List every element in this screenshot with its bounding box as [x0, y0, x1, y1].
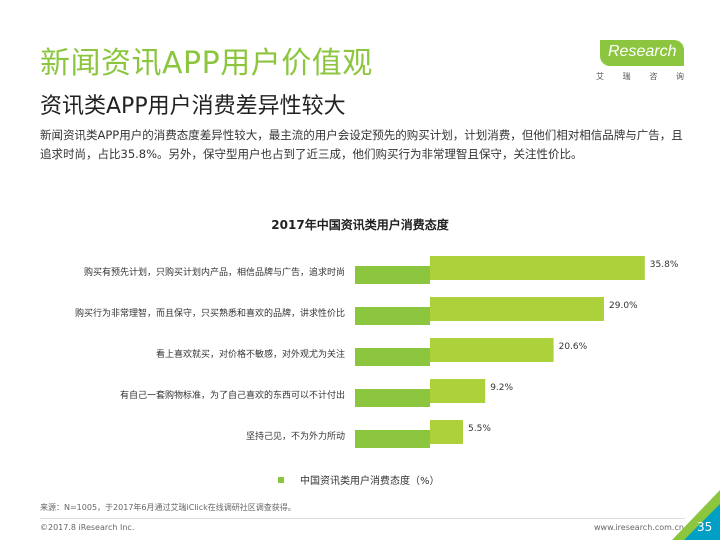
- legend-label: 中国资讯类用户消费态度（%）: [300, 476, 440, 487]
- logo-sub-char: 咨: [649, 72, 658, 81]
- bar: [430, 379, 486, 403]
- bar-shadow: [355, 307, 430, 325]
- data-label: 35.8%: [650, 260, 679, 270]
- website-link: www.iresearch.com.cn: [594, 523, 684, 532]
- iresearch-logo: Research i 艾 瑞 咨 询: [592, 40, 684, 82]
- corner-triangle: [672, 490, 720, 540]
- data-label: 29.0%: [609, 301, 638, 311]
- bar-shadow: [355, 266, 430, 284]
- category-label: 购买行为非常理智，而且保守，只买熟悉和喜欢的品牌，讲求性价比: [75, 307, 345, 319]
- data-label: 20.6%: [559, 342, 588, 352]
- bar: [430, 256, 645, 280]
- bar-shadow: [355, 389, 430, 407]
- category-label: 坚持己见，不为外力所动: [246, 430, 345, 442]
- bar: [430, 338, 554, 362]
- logo-badge: Research: [600, 40, 684, 66]
- logo-sub-char: 艾: [596, 72, 604, 81]
- data-label: 9.2%: [490, 383, 513, 393]
- chart-legend: 中国资讯类用户消费态度（%）: [278, 472, 440, 487]
- bar: [430, 420, 463, 444]
- page-subtitle: 资讯类APP用户消费差异性较大: [40, 94, 346, 119]
- logo-i: i: [592, 44, 597, 61]
- logo-sub-char: 瑞: [622, 72, 631, 81]
- category-label: 有自己一套购物标准，为了自己喜欢的东西可以不计付出: [120, 389, 345, 401]
- bar-shadow: [355, 430, 430, 448]
- category-label: 购买有预先计划，只购买计划内产品，相信品牌与广告，追求时尚: [84, 266, 345, 278]
- legend-swatch: [278, 476, 284, 483]
- category-label: 看上喜欢就买，对价格不敏感，对外观尤为关注: [156, 348, 345, 360]
- logo-subtitle: 艾 瑞 咨 询: [596, 71, 684, 82]
- page-description: 新闻资讯类APP用户的消费态度差异性较大，最主流的用户会设定预先的购买计划，计划…: [40, 128, 683, 161]
- logo-text: Research: [608, 43, 677, 60]
- bar-shadow: [355, 348, 430, 366]
- logo-sub-char: 询: [675, 72, 684, 81]
- bar: [430, 297, 604, 321]
- bar-chart: 购买有预先计划，只购买计划内产品，相信品牌与广告，追求时尚 35.8% 购买行为非常…: [75, 256, 679, 448]
- copyright: ©2017.8 iResearch Inc.: [40, 523, 135, 532]
- page-number: 35: [697, 520, 713, 534]
- source-note: 来源：N=1005，于2017年6月通过艾瑞iClick在线调研社区调查获得。: [40, 503, 296, 512]
- chart-title: 2017年中国资讯类用户消费态度: [271, 218, 449, 232]
- data-label: 5.5%: [468, 424, 491, 434]
- page-title: 新闻资讯APP用户价值观: [40, 46, 373, 81]
- footer-divider: [40, 518, 685, 519]
